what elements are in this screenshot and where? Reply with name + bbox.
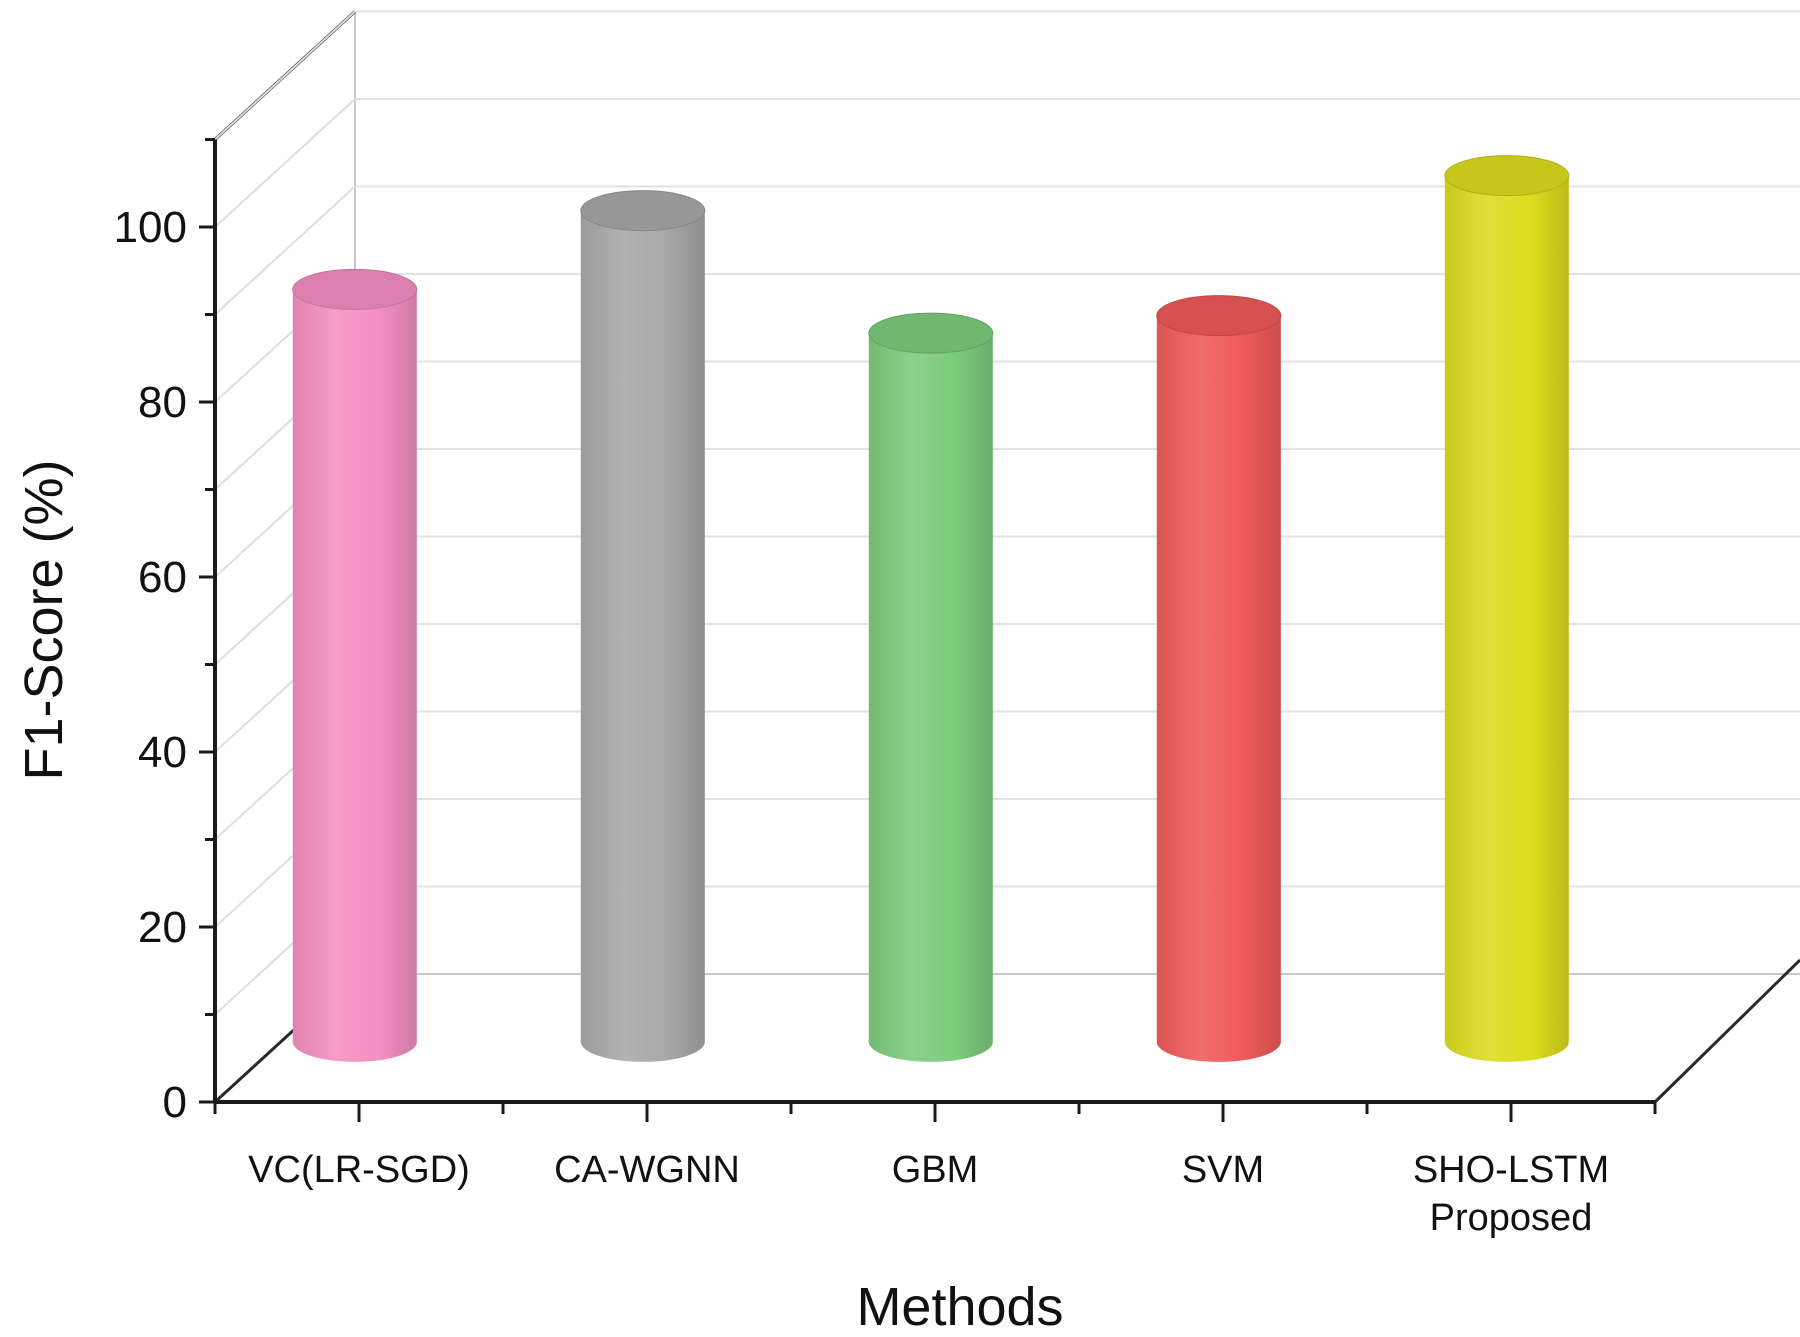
y-tick-label: 40 [138, 728, 187, 777]
bar-body [292, 289, 417, 1062]
x-tick-label: GBM [892, 1149, 979, 1191]
bar-body [1156, 315, 1281, 1062]
y-tick-label: 100 [114, 203, 187, 252]
bar [1444, 155, 1570, 1062]
bar-top [1444, 155, 1570, 197]
y-tick-label: 60 [138, 553, 187, 602]
axes [199, 138, 1657, 1122]
bar-top [1156, 295, 1282, 337]
x-tick-label: SVM [1182, 1149, 1264, 1191]
bar-top [868, 312, 994, 354]
y-axis-title: F1-Score (%) [14, 459, 74, 780]
side-gridline [214, 98, 356, 228]
side-gridline [214, 10, 356, 141]
x-tick-label: SHO-LSTM [1413, 1149, 1609, 1191]
bar-body [1444, 175, 1569, 1062]
y-tick-label: 0 [163, 1078, 187, 1127]
x-tick-label: CA-WGNN [554, 1149, 740, 1191]
bar-body [580, 210, 705, 1062]
x-tick-sublabel: Proposed [1430, 1197, 1593, 1239]
side-gridline [214, 185, 356, 316]
bar [580, 190, 706, 1062]
bar-top [292, 268, 418, 310]
y-tick-label: 20 [138, 903, 187, 952]
bar [292, 268, 418, 1062]
bar-body [868, 333, 993, 1062]
labels: 0 20 40 60 80 100 VC(LR-SGD) CA-WGNN GBM SVM SHO-L… [114, 203, 1610, 1239]
floor-right-edge [1653, 958, 1800, 1104]
bar-top [580, 190, 706, 232]
bars [292, 155, 1570, 1062]
bar [1156, 295, 1282, 1062]
y-tick-label: 80 [138, 378, 187, 427]
bar [868, 312, 994, 1062]
x-tick-label: VC(LR-SGD) [248, 1149, 470, 1191]
x-axis-title: Methods [856, 1277, 1063, 1337]
